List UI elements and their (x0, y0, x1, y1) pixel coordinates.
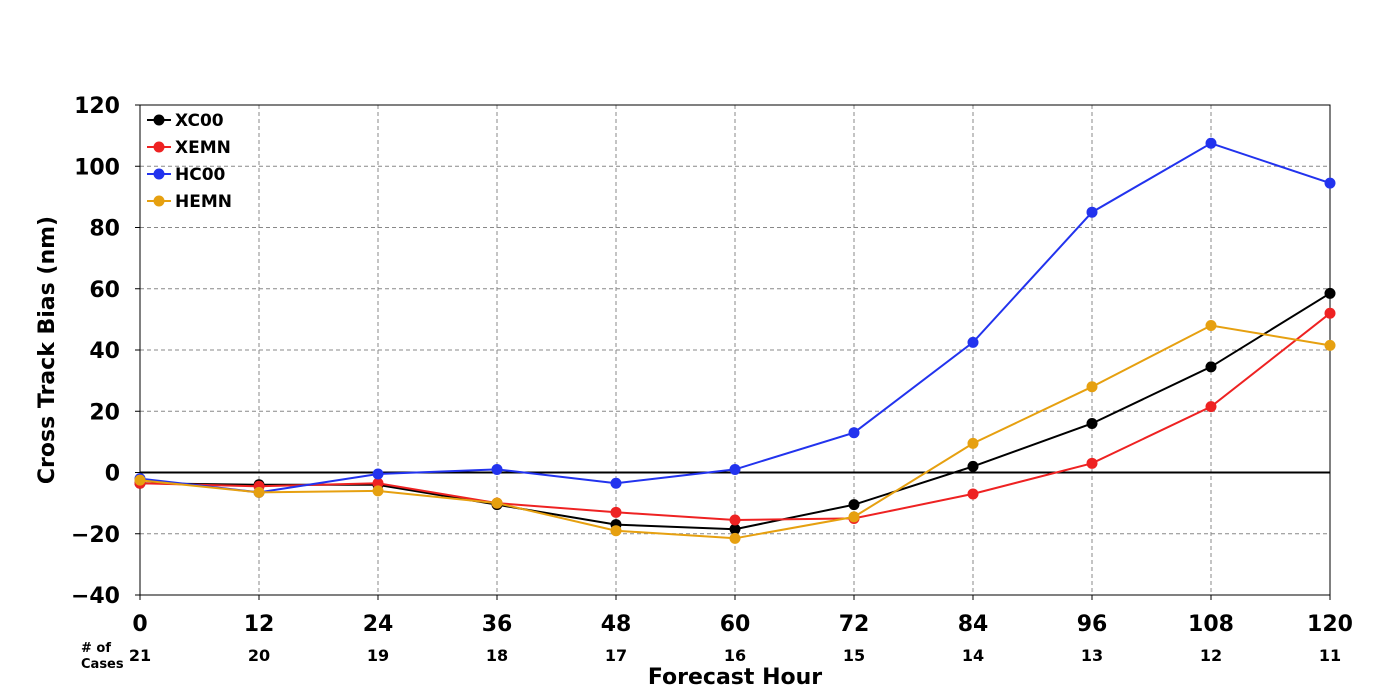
cases-caption-line2: Cases (81, 657, 124, 672)
case-count-10: 11 (1319, 646, 1341, 665)
y-axis-ticks: −40 −20 0 20 40 60 80 100 120 (71, 94, 140, 609)
point-xc00-10 (1324, 287, 1336, 299)
legend-marker-hemn (153, 195, 165, 207)
point-xc00-6 (848, 499, 860, 511)
legend-label-xemn: XEMN (175, 138, 231, 158)
point-hc00-5 (729, 463, 741, 475)
point-hemn-6 (848, 511, 860, 523)
y-axis-title: Cross Track Bias (nm) (35, 216, 60, 484)
y-tick-label-7: 100 (74, 155, 120, 180)
point-hemn-7 (967, 437, 979, 449)
legend-item-hc00: HC00 (147, 165, 226, 185)
legend-marker-hc00 (153, 168, 165, 180)
point-xc00-9 (1205, 361, 1217, 373)
point-hemn-1 (253, 486, 265, 498)
case-count-3: 18 (486, 646, 508, 665)
x-tick-label-1: 12 (244, 612, 275, 637)
y-tick-label-8: 120 (74, 94, 120, 119)
legend-item-hemn: HEMN (147, 192, 232, 212)
y-tick-label-1: −20 (71, 523, 120, 548)
point-hemn-9 (1205, 320, 1217, 331)
x-tick-label-3: 36 (482, 612, 513, 637)
point-xemn-5 (729, 514, 741, 526)
legend-marker-xemn (153, 141, 165, 153)
legend-label-hc00: HC00 (175, 165, 226, 185)
case-count-6: 15 (843, 646, 865, 665)
y-tick-label-0: −40 (71, 584, 120, 609)
legend-marker-xc00 (153, 114, 165, 126)
case-count-1: 20 (248, 646, 270, 665)
x-tick-label-0: 0 (132, 612, 147, 637)
point-xc00-8 (1086, 418, 1098, 429)
x-axis-ticks: 0 12 24 36 48 60 72 84 96 108 120 (132, 595, 1353, 637)
x-tick-label-4: 48 (601, 612, 632, 637)
point-xemn-8 (1086, 457, 1098, 469)
case-count-9: 12 (1200, 646, 1222, 665)
legend-item-xc00: XC00 (147, 111, 224, 131)
x-tick-label-2: 24 (363, 612, 394, 637)
x-axis-title: Forecast Hour (648, 665, 822, 690)
point-xemn-4 (610, 506, 622, 518)
y-tick-label-5: 60 (89, 278, 120, 303)
case-counts: # of Cases 21 20 19 18 17 16 15 14 13 12 11 (81, 641, 1341, 672)
cases-caption-line1: # of (81, 641, 111, 656)
point-hc00-9 (1205, 137, 1217, 149)
point-xemn-2 (372, 477, 384, 489)
y-tick-label-6: 80 (89, 217, 120, 242)
point-hemn-0 (134, 474, 146, 486)
point-hemn-10 (1324, 339, 1336, 351)
point-xc00-7 (967, 460, 979, 472)
point-hc00-6 (848, 427, 860, 439)
x-tick-label-6: 72 (839, 612, 870, 637)
point-hemn-4 (610, 525, 622, 537)
point-hc00-7 (967, 336, 979, 348)
point-xemn-10 (1324, 307, 1336, 319)
series-lines (134, 137, 1336, 544)
point-xc00-5 (729, 523, 741, 535)
point-hc00-4 (610, 477, 622, 489)
point-xemn-9 (1205, 401, 1217, 413)
case-count-0: 21 (129, 646, 151, 665)
x-tick-label-5: 60 (720, 612, 751, 637)
x-tick-label-10: 120 (1307, 612, 1353, 637)
y-tick-label-3: 20 (89, 400, 120, 425)
case-count-4: 17 (605, 646, 627, 665)
legend-label-xc00: XC00 (175, 111, 224, 131)
case-count-8: 13 (1081, 646, 1103, 665)
point-hemn-2 (372, 485, 384, 497)
y-tick-label-2: 0 (105, 462, 120, 487)
case-count-7: 14 (962, 646, 984, 665)
legend: XC00 XEMN HC00 HEMN (147, 111, 232, 212)
x-tick-label-9: 108 (1188, 612, 1234, 637)
point-xemn-7 (967, 488, 979, 500)
x-tick-label-7: 84 (958, 612, 989, 637)
point-hemn-8 (1086, 381, 1098, 393)
point-hc00-2 (372, 468, 384, 480)
point-hemn-5 (729, 532, 741, 544)
point-hc00-3 (491, 463, 503, 475)
legend-item-xemn: XEMN (147, 138, 231, 158)
case-count-2: 19 (367, 646, 389, 665)
point-hemn-3 (491, 497, 503, 509)
case-count-5: 16 (724, 646, 746, 665)
y-tick-label-4: 40 (89, 339, 120, 364)
point-hc00-8 (1086, 206, 1098, 218)
series-hemn (134, 320, 1336, 544)
x-tick-label-8: 96 (1077, 612, 1108, 637)
legend-label-hemn: HEMN (175, 192, 232, 212)
point-hc00-10 (1324, 177, 1336, 189)
